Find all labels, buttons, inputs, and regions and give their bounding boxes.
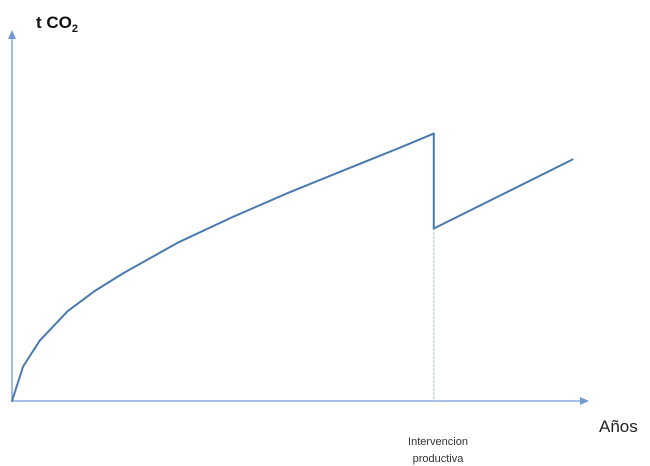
axes: [8, 30, 589, 405]
x-axis-arrow: [580, 397, 589, 405]
series-group: [11, 132, 574, 402]
series-0-segment-0: [11, 132, 435, 402]
y-axis-label: t CO2: [36, 13, 78, 35]
y-axis-arrow: [8, 30, 16, 39]
x-axis-label: Años: [599, 417, 638, 436]
intervention-label-line1: Intervencion: [408, 436, 468, 448]
series-0-segment-2: [432, 158, 574, 230]
intervention-label-line2: productiva: [413, 453, 465, 465]
